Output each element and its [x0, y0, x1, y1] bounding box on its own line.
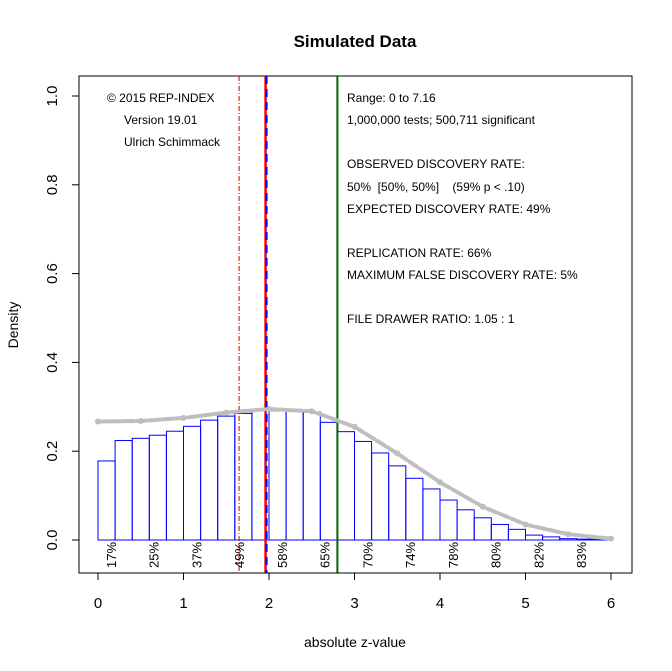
curve-point: [266, 406, 272, 413]
histogram-bar: [473, 517, 492, 541]
y-tick-label: 0.6: [44, 263, 61, 284]
histogram-bar: [165, 430, 184, 541]
x-tick-label: 6: [607, 595, 615, 612]
x-tick-label: 5: [521, 595, 529, 612]
x-tick-label: 4: [436, 595, 444, 612]
histogram-bar: [183, 425, 202, 541]
power-label: 80%: [489, 542, 504, 568]
power-label: 70%: [360, 542, 375, 568]
annotation-right: OBSERVED DISCOVERY RATE:: [347, 157, 525, 171]
curve-point: [180, 414, 187, 421]
y-tick-label: 1.0: [44, 86, 61, 107]
y-tick-label: 0.2: [44, 441, 61, 462]
x-tick-label: 3: [350, 595, 358, 612]
histogram-bar: [507, 528, 526, 541]
annotation-left: Version 19.01: [124, 113, 198, 127]
curve-point: [308, 408, 315, 415]
y-tick-label: 0.4: [44, 352, 61, 373]
histogram-bar: [217, 415, 236, 541]
histogram-bar: [525, 534, 544, 541]
power-label: 83%: [574, 542, 589, 568]
annotation-left: © 2015 REP-INDEX: [107, 91, 215, 105]
x-tick-label: 0: [94, 595, 102, 612]
power-label: 37%: [189, 542, 204, 568]
histogram-bar: [439, 499, 458, 541]
curve-point: [394, 450, 401, 457]
power-label: 17%: [104, 542, 119, 568]
x-tick-label: 1: [179, 595, 187, 612]
annotation-right: MAXIMUM FALSE DISCOVERY RATE: 5%: [347, 268, 578, 282]
annotation-left: Ulrich Schimmack: [124, 135, 221, 149]
histogram-bar: [302, 411, 321, 541]
power-label: 65%: [318, 542, 333, 568]
histogram-bar: [131, 437, 150, 541]
histogram-bar: [371, 452, 390, 541]
histogram-bar: [388, 465, 407, 541]
histogram-bar: [234, 412, 253, 541]
power-label: 25%: [147, 542, 162, 568]
power-label: 82%: [531, 542, 546, 568]
histogram-bar: [319, 421, 338, 541]
histogram-bar: [114, 440, 133, 541]
curve-point: [95, 418, 101, 425]
power-label: 74%: [403, 542, 418, 568]
histogram-bar: [405, 477, 424, 541]
histogram-bar: [490, 523, 509, 541]
curve-point: [137, 418, 144, 425]
annotation-right: Range: 0 to 7.16: [347, 91, 436, 105]
curve-point: [608, 535, 614, 542]
curve-point: [565, 531, 572, 538]
x-axis-label: absolute z-value: [304, 634, 406, 650]
histogram-bar: [97, 460, 116, 541]
curve-point: [223, 409, 230, 416]
histogram-bar: [148, 434, 167, 541]
power-label: 78%: [446, 542, 461, 568]
annotation-right: 50% [50%, 50%] (59% p < .10): [347, 180, 525, 194]
curve-point: [437, 479, 443, 486]
histogram-bar: [336, 431, 355, 541]
curve-point: [351, 423, 358, 430]
curve-point: [479, 503, 486, 510]
curve-point: [522, 521, 529, 528]
histogram-bar: [456, 509, 475, 541]
annotation-right: REPLICATION RATE: 66%: [347, 246, 492, 260]
chart-title: Simulated Data: [294, 32, 417, 51]
power-label: 49%: [232, 542, 247, 568]
annotation-right: FILE DRAWER RATIO: 1.05 : 1: [347, 312, 515, 326]
histogram-bar: [200, 419, 219, 541]
histogram-bar: [422, 488, 441, 541]
x-tick-label: 2: [265, 595, 273, 612]
annotation-right: 1,000,000 tests; 500,711 significant: [347, 113, 536, 127]
annotation-right: EXPECTED DISCOVERY RATE: 49%: [347, 202, 551, 216]
y-tick-label: 0.0: [44, 530, 61, 551]
power-label: 58%: [275, 542, 290, 568]
y-tick-label: 0.8: [44, 174, 61, 195]
y-axis-label: Density: [5, 302, 21, 349]
histogram-bar: [268, 410, 287, 541]
histogram-bar: [354, 440, 373, 541]
histogram-bar: [285, 410, 304, 541]
